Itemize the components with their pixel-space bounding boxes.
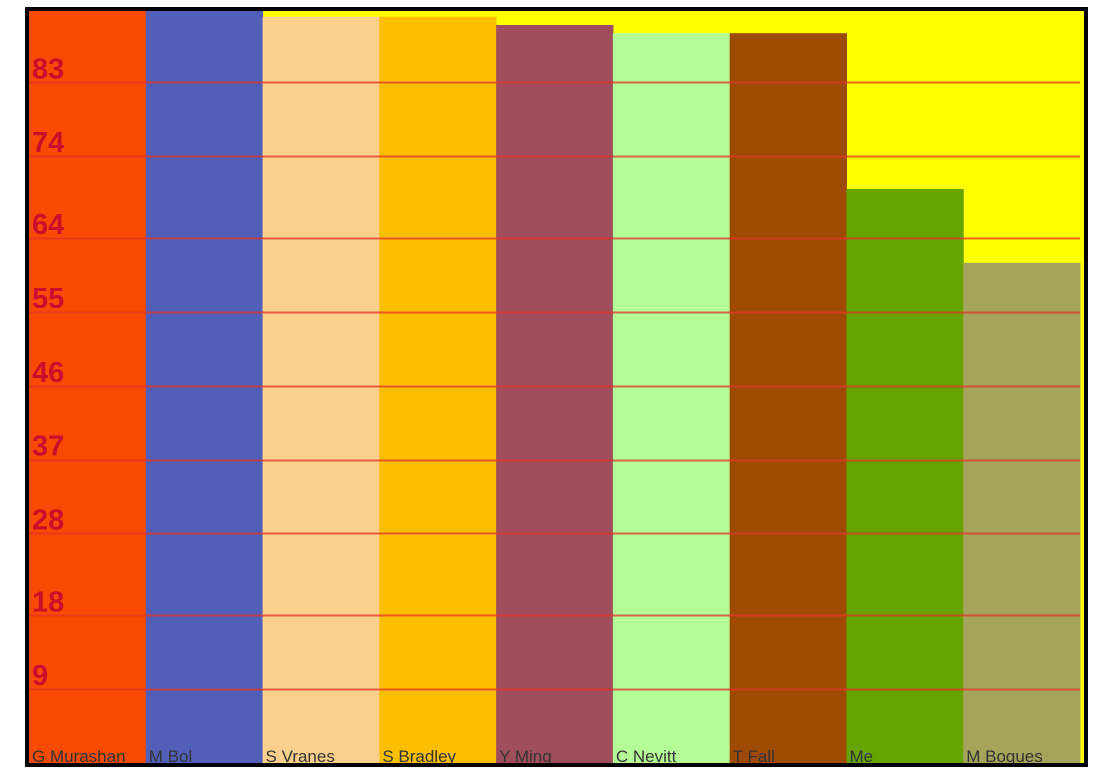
- y-tick-label-3: 37: [32, 431, 64, 463]
- y-axis-tick-labels: 9 18 28 37 46 55 64 74 83: [32, 53, 64, 692]
- y-tick-label-0: 9: [32, 660, 48, 692]
- bar-7: [846, 189, 964, 763]
- bars-layer: [29, 11, 1081, 763]
- y-tick-label-6: 64: [32, 209, 64, 241]
- category-label-2: S Vranes: [266, 747, 335, 763]
- bar-chart: 9 18 28 37 46 55 64 74 83 G Murashan M Bol S Vrane…: [29, 11, 1081, 763]
- bar-4: [496, 25, 614, 763]
- y-tick-label-1: 18: [32, 586, 64, 618]
- category-label-6: T Fall: [733, 747, 775, 763]
- category-label-0: G Murashan: [32, 747, 126, 763]
- bar-3: [379, 16, 497, 763]
- chart-frame: 9 18 28 37 46 55 64 74 83 G Murashan M Bol S Vrane…: [25, 7, 1088, 767]
- category-label-4: Y Ming: [499, 747, 552, 763]
- category-label-7: Me: [849, 747, 873, 763]
- category-label-5: C Nevitt: [616, 747, 677, 763]
- y-tick-label-2: 28: [32, 504, 64, 536]
- bar-2: [262, 16, 380, 763]
- y-tick-label-8: 83: [32, 53, 64, 85]
- category-label-8: M Bogues: [966, 747, 1043, 763]
- bar-6: [729, 33, 847, 763]
- y-tick-label-5: 55: [32, 283, 64, 315]
- bar-8: [963, 262, 1081, 763]
- y-tick-label-7: 74: [32, 127, 64, 159]
- gridlines: [29, 81, 1080, 691]
- category-label-3: S Bradley: [382, 747, 456, 763]
- y-tick-label-4: 46: [32, 357, 64, 389]
- category-label-1: M Bol: [149, 747, 192, 763]
- x-axis-category-labels: G Murashan M Bol S Vranes S Bradley Y Ming C …: [32, 747, 1043, 763]
- bar-5: [612, 33, 731, 763]
